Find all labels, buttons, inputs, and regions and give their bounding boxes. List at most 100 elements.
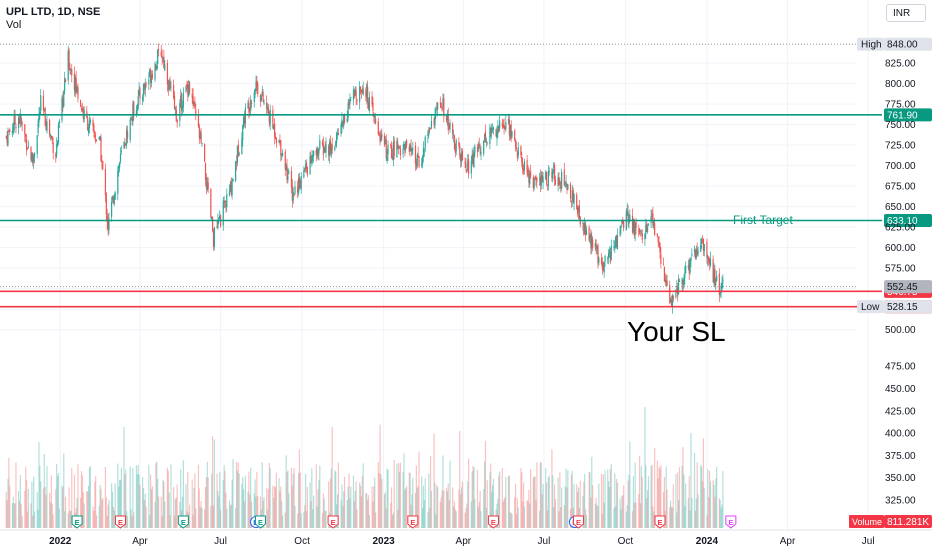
volume-bar [662,491,665,528]
volume-bar [123,426,125,528]
candle-body [49,119,51,135]
volume-bar [360,496,363,528]
earnings-marker[interactable]: E [407,515,419,529]
candle-body [702,238,704,251]
candle-body [135,109,138,115]
volume-bar [547,477,549,528]
volume-bar [173,487,175,528]
earnings-marker[interactable]: E [654,515,666,529]
candle-body [226,194,228,208]
low-price-tag [884,300,932,314]
earnings-marker[interactable]: E [487,515,499,529]
volume-bar [559,472,561,528]
price-tick-label: 675.00 [885,182,916,193]
earnings-marker[interactable]: E [177,515,189,529]
volume-bar [284,512,286,528]
candle-body [228,191,231,196]
first-target-price-label: 633.10 [887,216,918,227]
candle-body [99,136,101,140]
candle-body [675,289,677,298]
candle-body [187,86,189,95]
volume-bar [349,498,351,528]
volume-tick-label: 475.00 [885,362,916,373]
candle-body [714,269,716,286]
candle-body [585,229,588,235]
volume-bar [694,510,697,528]
earnings-marker[interactable]: E [725,515,737,529]
candle-body [347,103,349,118]
volume-bar [437,487,439,528]
volume-bar [384,492,386,528]
volume-bar [614,473,616,528]
volume-bar [503,499,505,528]
candle-body [534,176,536,178]
candle-body [495,128,497,137]
volume-bar [112,506,114,528]
candle-body [287,175,289,180]
volume-bar [528,489,530,528]
volume-bar [414,492,417,528]
volume-bar [540,462,542,528]
candle-body [257,84,259,95]
candle-body [323,146,325,153]
candle-body [718,273,720,296]
candle-body [712,259,714,282]
volume-bar [656,460,658,528]
candle-body [707,257,709,260]
volume-bar [646,498,648,528]
volume-bar [344,476,346,528]
earnings-marker[interactable]: E [114,515,126,529]
volume-bar [254,479,256,528]
volume-bar [561,487,563,528]
volume-bar [80,497,82,528]
volume-bar [191,479,193,528]
volume-bar [288,493,290,528]
earnings-marker[interactable]: E [254,515,266,529]
earnings-marker[interactable]: E [71,515,83,529]
earnings-shield [725,515,737,529]
volume-bar [507,476,510,528]
candle-body [390,145,393,158]
volume-bar [702,438,704,528]
candle-body [253,92,255,103]
candle-body [353,92,355,97]
volume-bar [311,468,313,528]
candle-body [468,159,470,175]
volume-bar [297,513,299,528]
currency-selector[interactable]: INR [886,4,926,22]
volume-bar [566,487,568,528]
candle-body [291,185,293,202]
candle-body [346,117,348,122]
candle-body [75,78,77,91]
symbol-title[interactable]: UPL LTD, 1D, NSE [6,6,101,18]
candle-body [372,102,374,111]
volume-legend[interactable]: Vol [6,19,22,31]
volume-bar [708,497,710,528]
volume-bar [261,462,263,528]
volume-bar [421,476,423,528]
volume-bar [294,505,296,528]
volume-bar [545,482,548,528]
candle-body [19,115,21,122]
volume-bar [231,479,233,528]
candle-body [12,128,14,133]
candle-body [709,258,712,266]
volume-bar [42,488,45,528]
candle-body [503,124,505,129]
candle-body [14,114,16,125]
earnings-marker[interactable]: E [327,515,339,529]
candle-body [162,57,164,59]
candle-body [303,169,305,178]
candle-body [566,183,568,190]
volume-bar [374,477,376,528]
volume-bar [104,466,107,528]
candle-body [466,168,468,170]
volume-bar [539,462,541,528]
candle-body [591,237,593,247]
earnings-marker[interactable]: E [572,515,584,529]
volume-bar [348,473,350,528]
price-axis: 500.00525.00550.00575.00600.00625.00650.… [849,37,932,528]
volume-bar [52,514,54,528]
volume-bar [641,476,643,528]
